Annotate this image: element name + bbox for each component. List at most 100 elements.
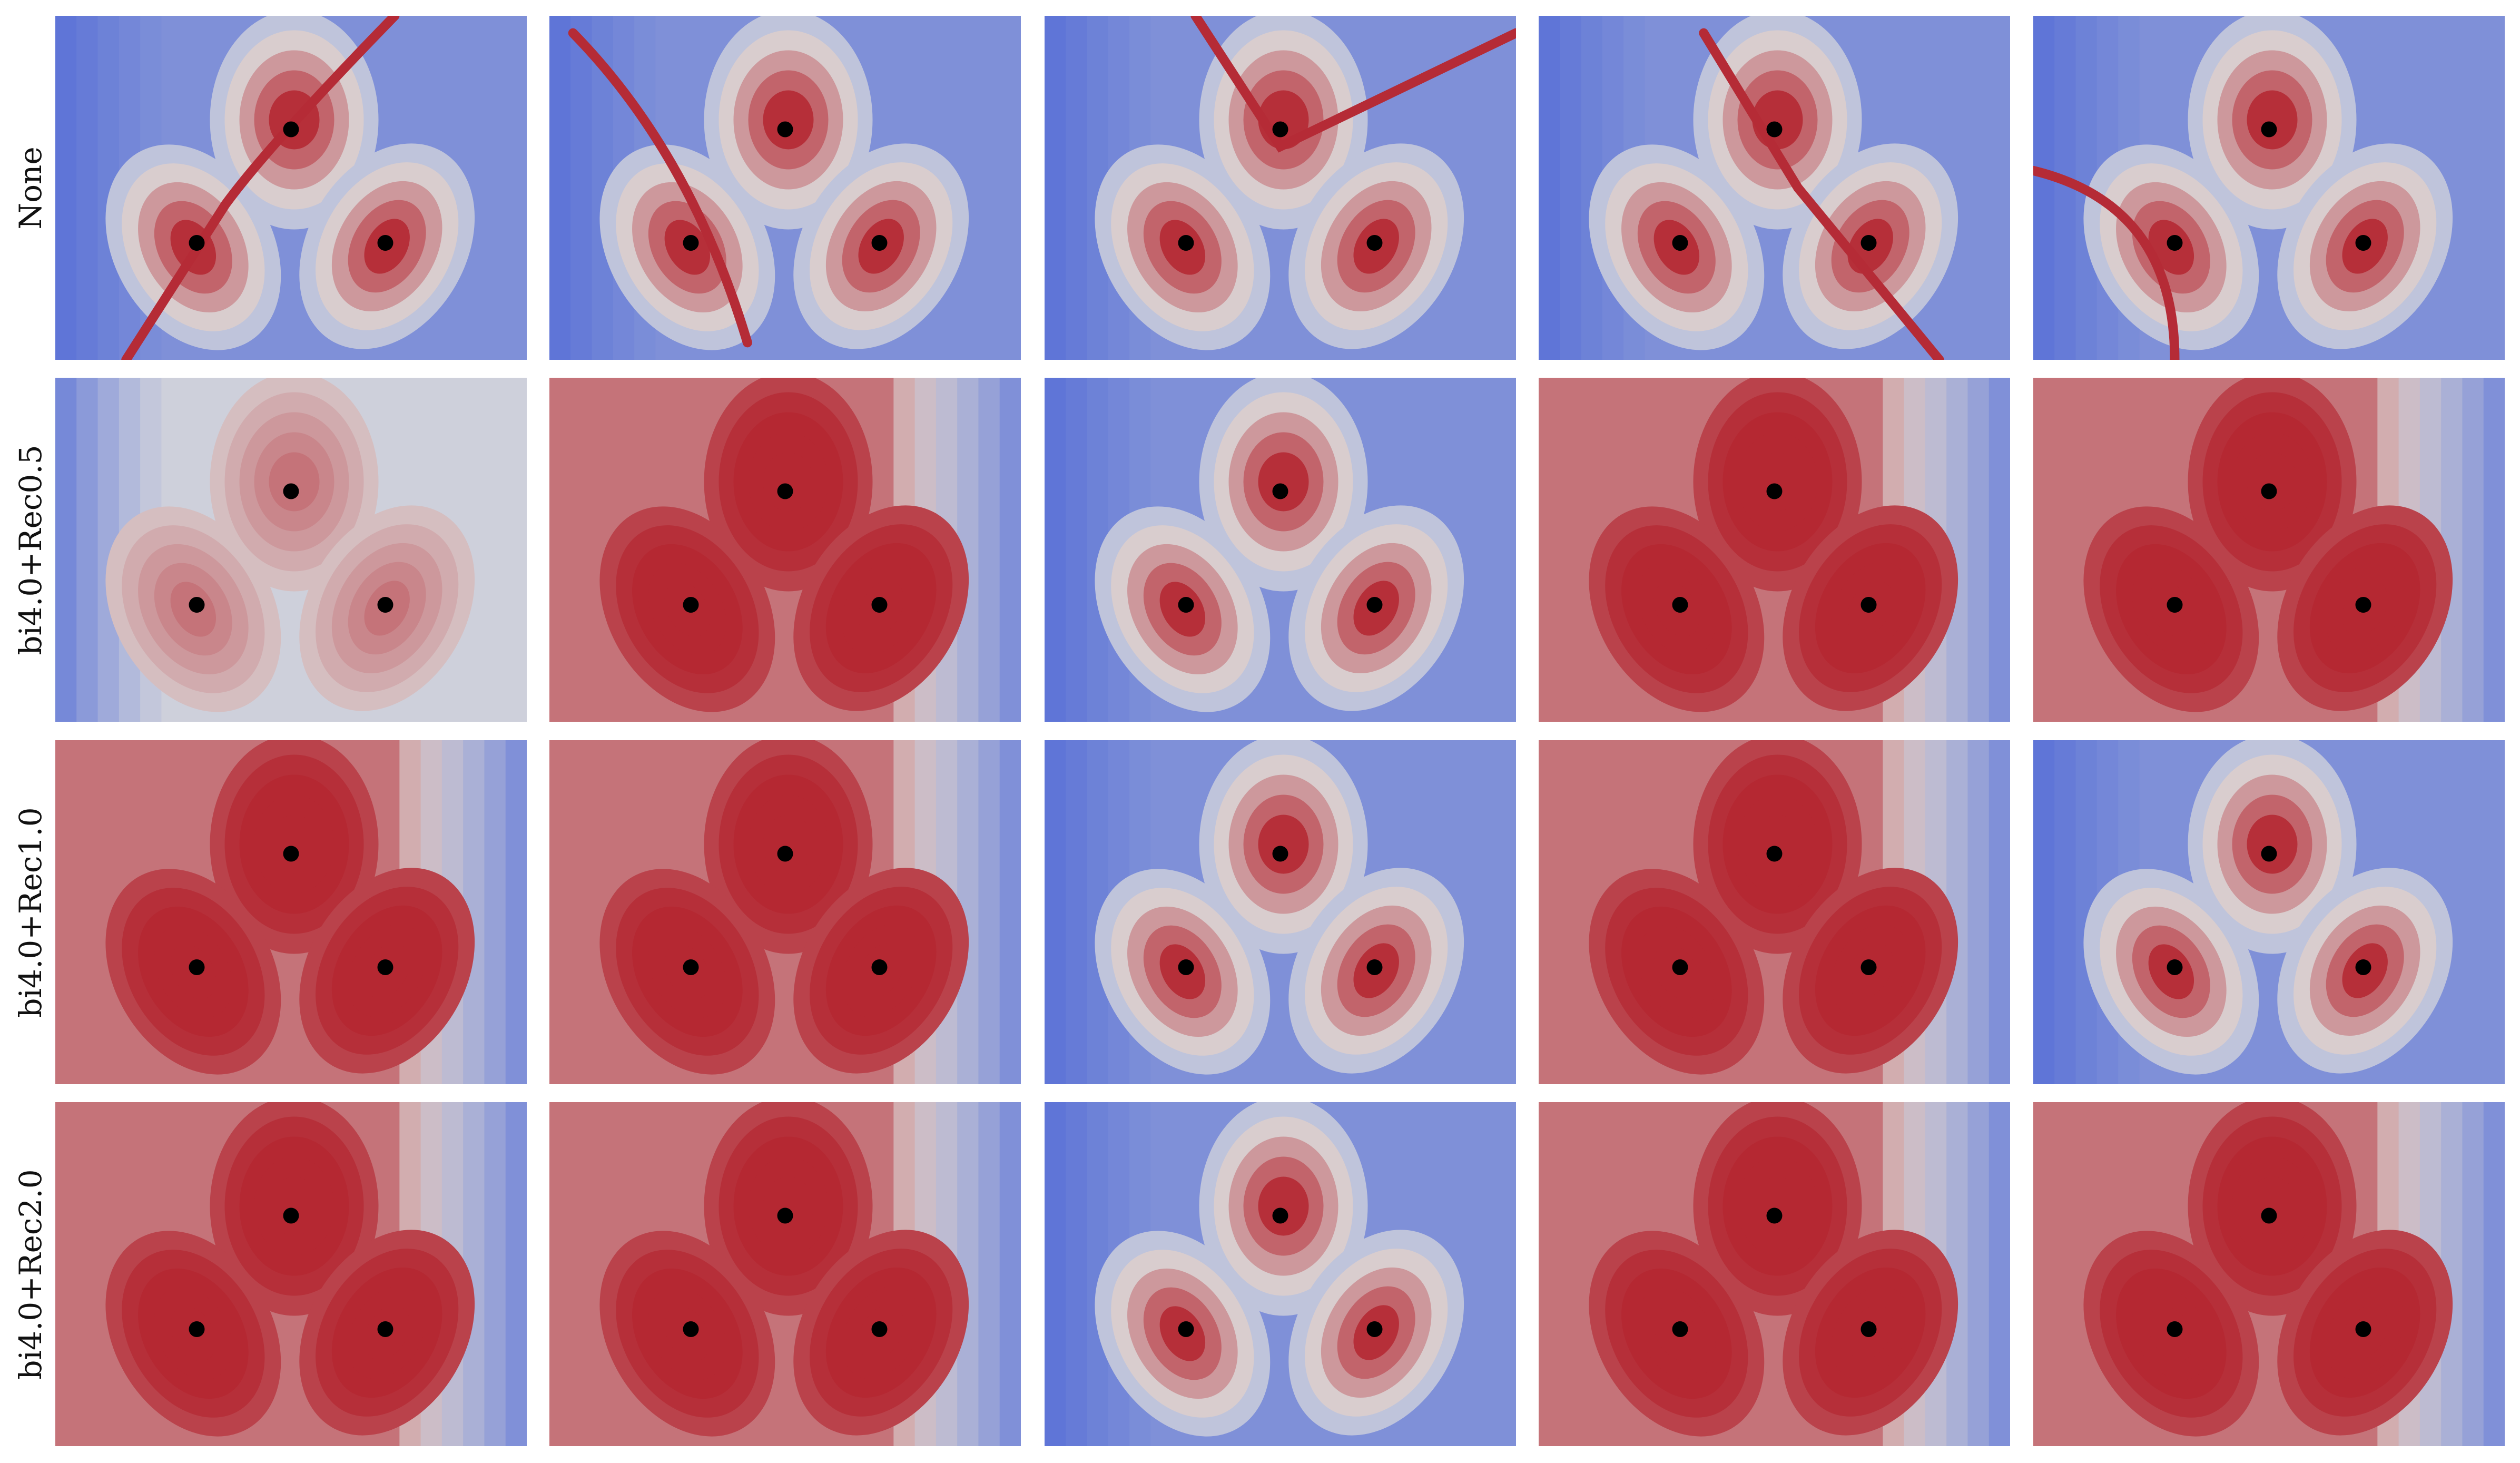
data-point	[2355, 596, 2371, 613]
contour-ridge	[2033, 165, 2180, 360]
row-label: bi4.0+Rec1.0	[13, 807, 48, 1018]
data-point	[1861, 959, 1877, 975]
contour-band	[505, 1102, 527, 1446]
data-point	[1861, 234, 1877, 251]
data-point	[777, 1207, 793, 1224]
data-point	[1672, 596, 1688, 613]
contour-ridge	[1190, 16, 1516, 153]
contour-band	[55, 16, 77, 360]
contour-level	[763, 814, 814, 874]
heatmap-panel	[1539, 378, 2010, 722]
contour-band	[999, 378, 1021, 722]
contour-level	[269, 814, 320, 874]
contour-ridge	[1699, 28, 1944, 360]
contour-field	[1539, 740, 2010, 1084]
heatmap-panel	[2033, 740, 2505, 1084]
contour-level	[1752, 452, 1803, 512]
data-point	[2261, 846, 2277, 862]
data-point	[683, 234, 699, 251]
data-point	[2355, 959, 2371, 975]
data-point	[2167, 1321, 2183, 1337]
data-point	[2167, 596, 2183, 613]
data-point	[1366, 959, 1383, 975]
heatmap-panel	[1045, 378, 1516, 722]
data-point	[283, 121, 299, 138]
data-point	[377, 234, 393, 251]
data-point	[1272, 846, 1288, 862]
contour-field	[1539, 378, 2010, 722]
data-point	[1766, 121, 1783, 138]
data-point	[189, 1321, 205, 1337]
data-point	[1272, 483, 1288, 499]
heatmap-panel	[1539, 16, 2010, 360]
contour-band	[2033, 16, 2055, 360]
data-point	[283, 483, 299, 499]
contour-level	[2247, 452, 2298, 512]
contour-band	[549, 16, 571, 360]
heatmap-panel	[2033, 378, 2505, 722]
contour-level	[269, 1176, 320, 1236]
contour-level	[1258, 1176, 1309, 1236]
heatmap-panel	[55, 740, 527, 1084]
contour-band	[1045, 1102, 1066, 1446]
contour-band	[999, 1102, 1021, 1446]
contour-band	[2483, 1102, 2505, 1446]
data-point	[1178, 234, 1194, 251]
data-point	[1672, 1321, 1688, 1337]
contour-level	[763, 1176, 814, 1236]
contour-ridge	[568, 28, 752, 348]
contour-field	[2033, 16, 2505, 360]
contour-band	[2033, 740, 2055, 1084]
contour-field	[1045, 16, 1516, 360]
contour-level	[1258, 814, 1309, 874]
contour-field	[1045, 740, 1516, 1084]
contour-band	[1989, 378, 2010, 722]
heatmap-panel	[55, 1102, 527, 1446]
data-point	[2355, 1321, 2371, 1337]
row-label: bi4.0+Rec0.5	[13, 444, 48, 655]
heatmap-panel	[2033, 1102, 2505, 1446]
data-point	[2261, 121, 2277, 138]
heatmap-panel	[1045, 1102, 1516, 1446]
data-point	[1272, 1207, 1288, 1224]
data-point	[1178, 596, 1194, 613]
contour-level	[2247, 814, 2298, 874]
heatmap-panel	[549, 1102, 1021, 1446]
heatmap-panel	[2033, 16, 2505, 360]
data-point	[1178, 959, 1194, 975]
row-label: None	[13, 146, 48, 230]
contour-field	[2033, 378, 2505, 722]
data-point	[1861, 596, 1877, 613]
data-point	[777, 121, 793, 138]
data-point	[1178, 1321, 1194, 1337]
contour-level	[1752, 1176, 1803, 1236]
contour-level	[2247, 1176, 2298, 1236]
contour-band	[1045, 740, 1066, 1084]
contour-field	[55, 740, 527, 1084]
data-point	[2167, 234, 2183, 251]
contour-level	[269, 452, 320, 512]
data-point	[1366, 596, 1383, 613]
contour-field	[55, 16, 527, 360]
contour-field	[55, 378, 527, 722]
data-point	[683, 959, 699, 975]
contour-field	[549, 16, 1021, 360]
data-point	[1366, 234, 1383, 251]
heatmap-panel	[55, 378, 527, 722]
row-label: bi4.0+Rec2.0	[13, 1169, 48, 1380]
data-point	[683, 1321, 699, 1337]
data-point	[2167, 959, 2183, 975]
data-point	[283, 1207, 299, 1224]
heatmap-panel	[549, 378, 1021, 722]
heatmap-panel	[1539, 740, 2010, 1084]
data-point	[1766, 483, 1783, 499]
contour-field	[1539, 1102, 2010, 1446]
contour-field	[2033, 740, 2505, 1084]
data-point	[871, 959, 888, 975]
contour-field	[1539, 16, 2010, 360]
data-point	[871, 234, 888, 251]
data-point	[1672, 959, 1688, 975]
data-point	[1861, 1321, 1877, 1337]
contour-band	[1539, 16, 1560, 360]
